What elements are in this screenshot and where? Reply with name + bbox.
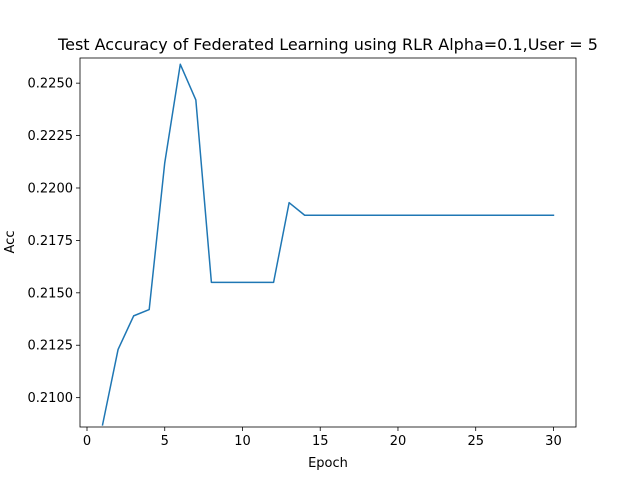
- chart-title: Test Accuracy of Federated Learning usin…: [57, 35, 598, 54]
- x-tick-label: 25: [467, 434, 484, 449]
- y-axis-ticks: 0.2100 0.2125 0.2150 0.2175 0.2200 0.2225 0.22…: [28, 77, 80, 406]
- x-tick-label: 30: [545, 434, 562, 449]
- y-tick-label: 0.2150: [28, 286, 74, 301]
- x-tick-label: 5: [161, 434, 169, 449]
- y-axis-label: Acc: [3, 231, 18, 254]
- plot-frame: [79, 57, 577, 428]
- plot-series: [101, 63, 555, 426]
- series-line-0: [101, 63, 555, 426]
- y-tick-label: 0.2225: [28, 129, 74, 144]
- y-tick-label: 0.2250: [28, 77, 74, 92]
- x-tick-label: 15: [312, 434, 329, 449]
- x-axis-ticks: 0 5 10 15 20 25 30: [83, 427, 562, 449]
- x-tick-label: 0: [83, 434, 91, 449]
- y-tick-label: 0.2175: [28, 234, 74, 249]
- x-axis-label: Epoch: [308, 456, 348, 471]
- y-tick-label: 0.2125: [28, 339, 74, 354]
- x-tick-label: 10: [234, 434, 251, 449]
- y-tick-label: 0.2200: [28, 181, 74, 196]
- y-tick-label: 0.2100: [28, 391, 74, 406]
- x-tick-label: 20: [390, 434, 407, 449]
